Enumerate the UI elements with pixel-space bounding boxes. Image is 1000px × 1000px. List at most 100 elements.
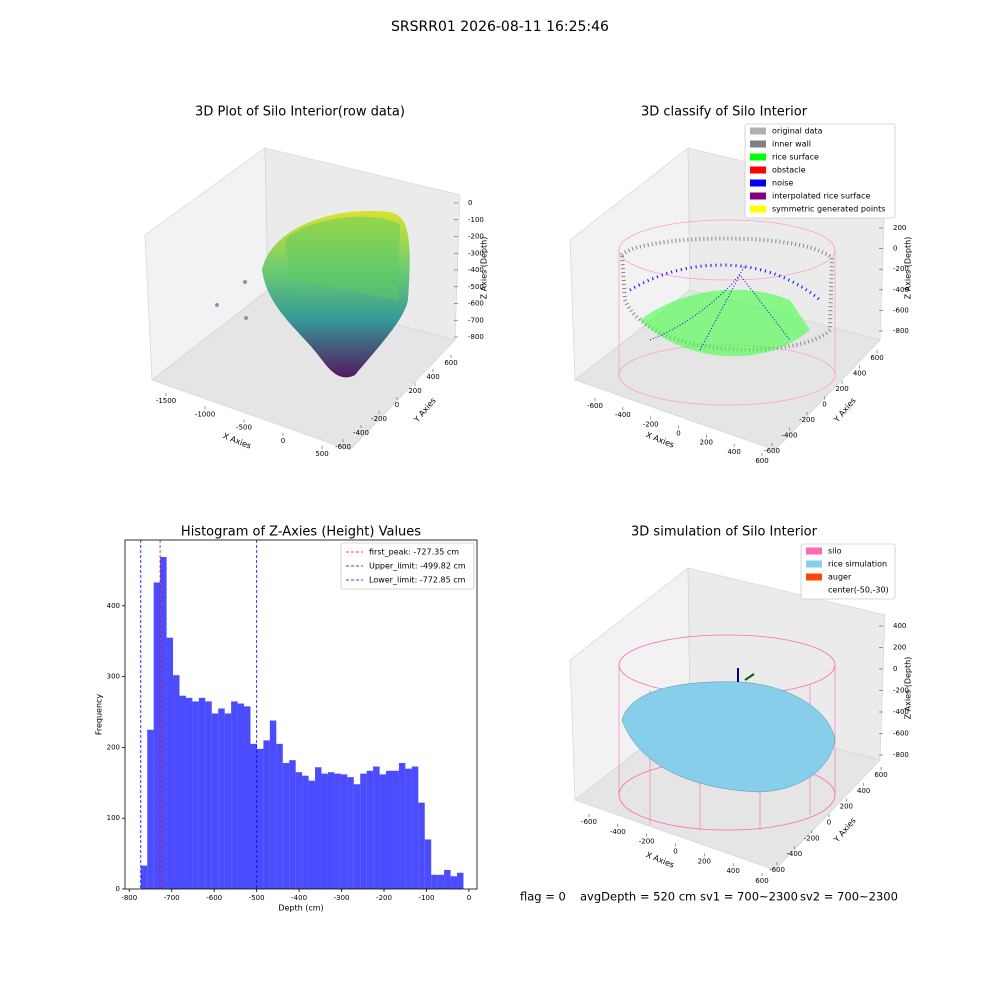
y-tick-label: 200 (835, 385, 848, 393)
z-tick-label: -600 (893, 730, 909, 738)
x-tick-label: -400 (610, 828, 626, 836)
legend-swatch (806, 560, 822, 568)
bar (315, 767, 322, 889)
legend-label: obstacle (772, 166, 806, 175)
bar (437, 874, 445, 889)
legend-label: auger (828, 573, 852, 582)
panel-title: 3D simulation of Silo Interior (631, 525, 818, 540)
bar (444, 869, 451, 889)
x-tick-label: -100 (419, 894, 435, 902)
bar (211, 713, 219, 889)
x-axis-label: X Axies (645, 430, 676, 449)
panel-title: 3D classify of Silo Interior (641, 105, 808, 120)
z-axis-label: Z Axies (Depth) (904, 237, 913, 300)
x-tick-label: -400 (291, 894, 307, 902)
bar (398, 762, 406, 889)
bar (237, 703, 245, 889)
legend-swatch (806, 573, 822, 581)
bar (392, 770, 399, 889)
status-text: sv1 = 700~2300 (700, 890, 798, 904)
x-tick-label: 400 (726, 867, 739, 875)
bar (231, 701, 238, 889)
x-tick-label: -1500 (156, 397, 176, 405)
z-tick-label: -800 (893, 751, 909, 759)
y-tick-label: 600 (444, 359, 457, 367)
z-tick-label: -800 (893, 327, 909, 335)
bar (289, 760, 296, 889)
bar (269, 720, 277, 889)
x-axis-label: X Axies (645, 850, 676, 869)
bar (457, 872, 464, 889)
legend-label: inner wall (772, 140, 811, 149)
x-tick-label: -600 (581, 818, 597, 826)
x-tick-label: -700 (164, 894, 180, 902)
x-tick-label: 600 (755, 457, 768, 465)
legend-box (744, 123, 896, 219)
legend-swatch (750, 127, 766, 135)
legend-swatch (806, 586, 822, 594)
bar (224, 713, 232, 889)
z-axis-label: Z Axies (Depth) (480, 237, 489, 300)
legend-swatch (750, 192, 766, 200)
x-tick-label: 0 (676, 430, 680, 438)
z-tick-label: 0 (468, 199, 472, 207)
bar (334, 773, 341, 889)
y-tick-label: 200 (408, 387, 421, 395)
x-tick-label: 0 (281, 437, 285, 445)
legend-box (800, 543, 896, 600)
y-tick-label: 400 (857, 787, 870, 795)
z-tick-label: -500 (468, 283, 484, 291)
x-tick-label: 0 (673, 848, 677, 856)
x-tick-label: 600 (755, 877, 768, 885)
y-axis-label: Y Axies (832, 816, 858, 845)
bar (205, 701, 212, 889)
bar (192, 701, 199, 889)
y-tick-label: 200 (840, 803, 853, 811)
x-tick-label: -300 (334, 894, 350, 902)
bar (198, 697, 206, 889)
x-tick-label: 400 (727, 448, 740, 456)
x-tick-label: -1000 (195, 410, 215, 418)
bar (353, 784, 361, 889)
bar (418, 802, 425, 889)
legend-label: noise (772, 179, 793, 188)
x-tick-label: -200 (639, 838, 655, 846)
x-tick-label: -500 (236, 424, 252, 432)
legend-swatch (750, 179, 766, 187)
panel-title: 3D Plot of Silo Interior(row data) (195, 105, 405, 120)
y-tick-label: -200 (799, 416, 815, 424)
bar (321, 773, 328, 889)
z-tick-label: 0 (893, 665, 897, 673)
legend-label: silo (828, 547, 842, 556)
figure-title: SRSRR01 2026-08-11 16:25:46 (391, 19, 609, 35)
bar (218, 708, 225, 889)
legend-label: symmetric generated points (772, 205, 885, 214)
bar (147, 729, 154, 889)
z-tick-label: -600 (893, 306, 909, 314)
x-tick-label: -200 (643, 420, 659, 428)
bar (308, 780, 316, 889)
bar (140, 865, 148, 889)
legend-swatch (750, 205, 766, 213)
bar (295, 772, 303, 889)
z-tick-label: -300 (468, 249, 484, 257)
y-tick-label: 0 (822, 401, 826, 409)
y-tick-label: 400 (426, 373, 439, 381)
bar (276, 743, 283, 889)
z-tick-label: 200 (893, 224, 906, 232)
bar (160, 556, 167, 889)
bar (250, 743, 257, 889)
bar (179, 695, 186, 889)
axes-frame (124, 539, 478, 890)
y-tick-label: -200 (804, 834, 820, 842)
bar (282, 762, 290, 889)
y-axis-label: Y Axies (832, 396, 858, 425)
simulation-cloud (618, 634, 836, 831)
bar (153, 582, 161, 889)
y-tick-label: 200 (107, 743, 120, 751)
classify-cloud (618, 219, 836, 406)
y-tick-label: -400 (786, 850, 802, 858)
z-tick-label: -400 (893, 708, 909, 716)
z-tick-label: 200 (893, 644, 906, 652)
legend-label: original data (772, 127, 823, 136)
